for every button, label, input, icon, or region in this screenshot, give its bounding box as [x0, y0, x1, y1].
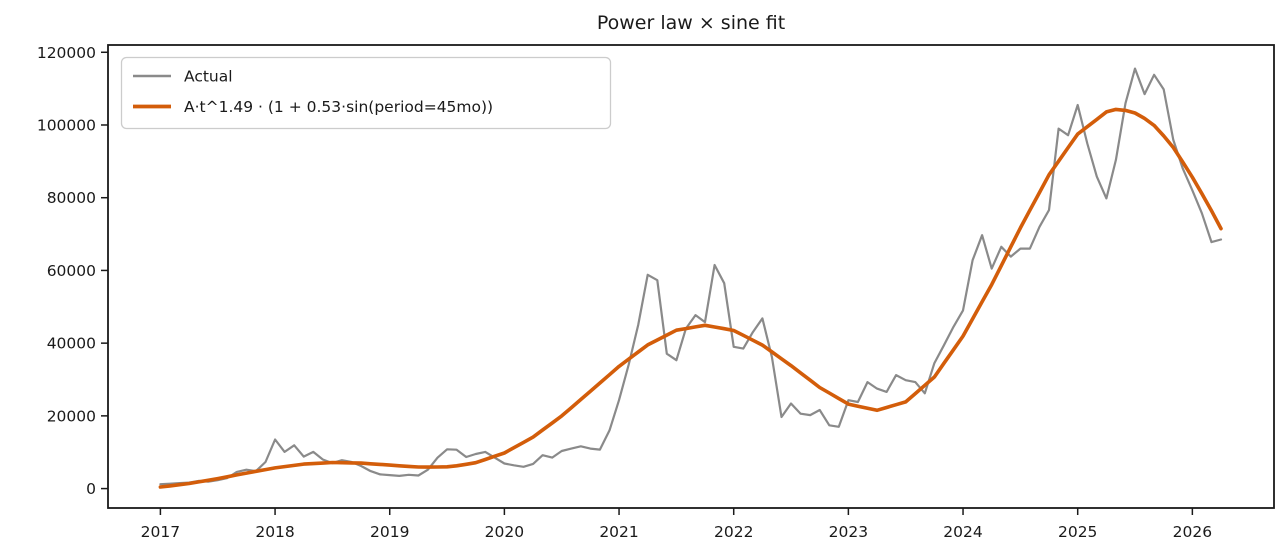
x-tick-label: 2024: [943, 523, 982, 541]
x-tick-label: 2022: [714, 523, 753, 541]
legend-label-actual: Actual: [184, 68, 233, 86]
y-tick-label: 80000: [47, 189, 96, 207]
x-tick-label: 2023: [829, 523, 868, 541]
x-tick-label: 2021: [599, 523, 638, 541]
chart-title: Power law × sine fit: [597, 12, 785, 34]
y-tick-label: 100000: [37, 116, 96, 134]
x-tick-label: 2025: [1058, 523, 1097, 541]
x-tick-label: 2019: [370, 523, 409, 541]
axis-ticks: 2017 2018 2019 2020 2021 2022 2023 2024 2025 2026…: [37, 44, 1212, 541]
y-tick-label: 0: [86, 480, 96, 498]
legend: Actual A·t^1.49 · (1 + 0.53·sin(period=4…: [120, 56, 612, 130]
y-tick-label: 120000: [37, 44, 96, 62]
legend-label-fit: A·t^1.49 · (1 + 0.53·sin(period=45mo)): [184, 98, 493, 116]
y-tick-label: 60000: [47, 262, 96, 280]
y-tick-label: 20000: [47, 407, 96, 425]
actual-line: [159, 67, 1223, 486]
fit-line: [158, 107, 1223, 489]
x-tick-label: 2017: [141, 523, 180, 541]
x-tick-label: 2018: [255, 523, 294, 541]
series-lines: [158, 67, 1223, 489]
legend-box: [120, 56, 612, 130]
y-tick-label: 40000: [47, 335, 96, 353]
x-tick-label: 2020: [485, 523, 524, 541]
plot-frame: [107, 44, 1275, 509]
x-tick-label: 2026: [1173, 523, 1212, 541]
